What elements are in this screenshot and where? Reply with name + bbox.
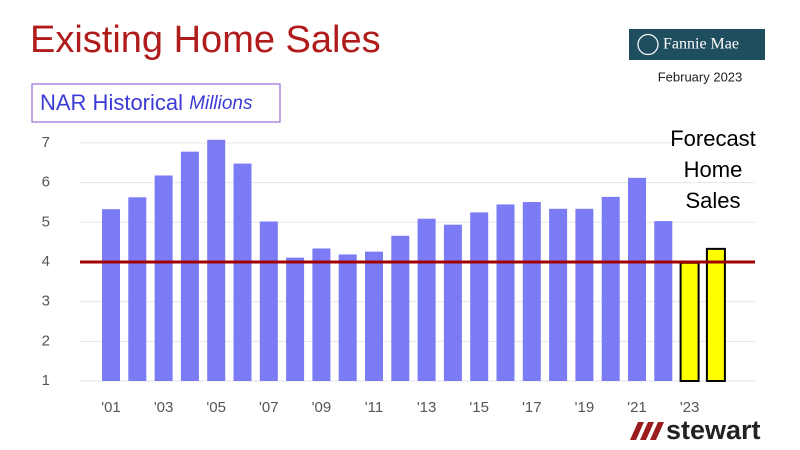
footer-logo-icon: [630, 422, 664, 440]
bar: [654, 221, 673, 381]
x-tick-label: '03: [154, 399, 174, 416]
bar: [128, 197, 147, 381]
bar: [417, 218, 436, 381]
bar: [259, 221, 278, 381]
x-tick-label: '21: [627, 399, 647, 416]
bar: [705, 247, 726, 382]
x-tick-label: '05: [206, 399, 226, 416]
bar: [391, 235, 410, 381]
chart-title: Existing Home Sales: [30, 19, 381, 61]
date: February 2023: [658, 69, 743, 84]
bar: [154, 175, 173, 381]
bar: [601, 196, 620, 381]
x-tick-label: '09: [312, 399, 332, 416]
x-tick-label: '15: [469, 399, 489, 416]
logo-icon: [637, 33, 659, 56]
x-tick-label: '19: [575, 399, 595, 416]
bar: [496, 204, 515, 381]
y-tick-label: 2: [42, 332, 50, 349]
y-tick-label: 6: [42, 174, 50, 191]
bar: [628, 177, 646, 381]
x-tick-label: '13: [417, 399, 437, 416]
logo: Fannie Mae: [663, 36, 739, 53]
bar: [312, 248, 331, 381]
bar: [365, 251, 383, 381]
bar: [443, 224, 462, 381]
annotation: Forecast: [670, 126, 756, 151]
bar: [207, 139, 226, 381]
x-tick-label: '11: [365, 399, 383, 416]
bar: [575, 208, 594, 381]
y-tick-label: 7: [42, 134, 50, 151]
bar: [233, 163, 252, 381]
bar: [679, 261, 700, 382]
logo-box: [629, 29, 765, 60]
bar: [180, 151, 199, 381]
bar: [522, 202, 541, 381]
annotation: Home: [684, 157, 743, 182]
y-tick-label: 3: [42, 293, 50, 310]
y-tick-label: 4: [42, 253, 50, 270]
y-tick-label: 5: [42, 213, 50, 230]
x-tick-label: '23: [680, 399, 700, 416]
annotation: Sales: [685, 188, 740, 213]
y-tick-label: 1: [42, 372, 50, 389]
footer-logo: stewart: [666, 415, 761, 445]
bar: [102, 209, 120, 381]
bar: [338, 254, 357, 381]
bar: [286, 257, 305, 381]
x-tick-label: '07: [259, 399, 279, 416]
x-tick-label: '17: [522, 399, 542, 416]
subtitle-box: [31, 83, 281, 123]
x-tick-label: '01: [101, 399, 121, 416]
bar: [549, 208, 568, 381]
bar: [470, 212, 489, 381]
subtitle: NAR Historical Millions: [40, 90, 253, 115]
